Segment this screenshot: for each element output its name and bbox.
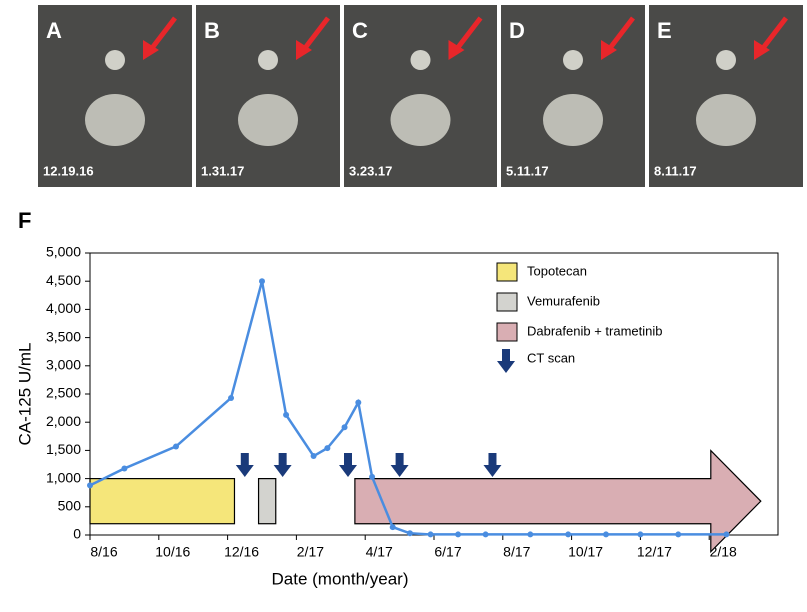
ct-scan-arrow [273, 453, 292, 477]
x-tick-label: 8/17 [503, 544, 530, 560]
data-point [369, 473, 376, 480]
ct-scan-arrow [235, 453, 254, 477]
data-point [389, 524, 396, 531]
panel-date: 1.31.17 [201, 163, 244, 178]
data-point [565, 531, 572, 538]
ct-scan-arrow [339, 453, 357, 477]
panel-letter: B [204, 18, 220, 43]
legend-label: CT scan [527, 350, 575, 365]
data-point [259, 278, 265, 285]
red-arrow [605, 16, 635, 54]
ct-vertebra [696, 94, 756, 146]
y-axis-label: CA-125 U/mL [15, 343, 34, 446]
data-point [527, 531, 534, 538]
panel-letter: C [352, 18, 368, 43]
x-tick-label: 4/17 [366, 544, 393, 560]
y-tick-label: 3,500 [46, 328, 81, 344]
data-point [675, 531, 682, 538]
red-arrow-head [143, 40, 159, 60]
panel-label: F [18, 208, 31, 233]
treatment-bar [89, 478, 236, 525]
red-arrow [147, 16, 177, 54]
ct-vertebra [390, 94, 451, 146]
legend-label: Topotecan [527, 263, 587, 278]
red-arrow [300, 16, 330, 54]
y-tick-label: 500 [58, 498, 82, 514]
ct-vertebra [238, 94, 298, 146]
panel-letter: E [657, 18, 672, 43]
x-tick-label: 10/17 [568, 544, 603, 560]
panel-date: 12.19.16 [43, 163, 94, 178]
ct-vessel [410, 50, 431, 70]
ct-vessel [258, 50, 278, 70]
red-arrow-head [754, 40, 770, 60]
red-arrow [758, 16, 788, 54]
data-point [355, 399, 362, 406]
data-point [603, 531, 609, 538]
y-tick-label: 4,000 [46, 300, 81, 316]
panel-date: 3.23.17 [349, 163, 392, 178]
data-point [427, 531, 434, 538]
data-point [406, 530, 413, 537]
data-point [228, 394, 235, 401]
legend-swatch [496, 322, 518, 342]
x-tick-label: 12/16 [224, 544, 259, 560]
red-arrow-head [601, 40, 617, 60]
y-tick-label: 4,500 [46, 272, 81, 288]
legend-ct-arrow [497, 349, 515, 373]
data-point [482, 531, 489, 538]
panel-date: 5.11.17 [506, 163, 549, 178]
x-tick-label: 8/16 [90, 544, 117, 560]
data-point [283, 411, 290, 418]
y-tick-label: 3,000 [46, 357, 81, 373]
ct-vertebra [543, 94, 603, 146]
y-tick-label: 2,000 [46, 413, 81, 429]
red-arrow [452, 16, 483, 54]
ct-scan-arrow [390, 453, 409, 477]
data-point [173, 443, 179, 450]
ct-vessel [716, 50, 736, 70]
data-point [723, 531, 730, 538]
x-tick-label: 12/17 [637, 544, 672, 560]
x-tick-label: 10/16 [155, 544, 190, 560]
data-line [89, 280, 727, 536]
ct-scan-arrow [483, 453, 502, 477]
legend-swatch [496, 262, 518, 282]
panel-letter: D [509, 18, 525, 43]
x-tick-label: 2/18 [710, 544, 737, 560]
data-point [121, 465, 128, 472]
data-point [87, 482, 93, 489]
ct-vessel [105, 50, 125, 70]
legend-swatch [496, 292, 518, 312]
panel-letter: A [46, 18, 62, 43]
data-point [341, 424, 348, 431]
x-tick-label: 2/17 [297, 544, 324, 560]
ct-vertebra [85, 94, 145, 146]
red-arrow-head [296, 40, 312, 60]
y-tick-label: 0 [73, 526, 81, 542]
treatment-arrow [354, 449, 762, 554]
y-tick-label: 1,500 [46, 441, 81, 457]
data-point [310, 453, 317, 460]
y-tick-label: 5,000 [46, 244, 81, 260]
legend-label: Vemurafenib [527, 293, 600, 308]
data-point [324, 445, 331, 452]
panel-date: 8.11.17 [654, 163, 697, 178]
data-point [637, 531, 644, 538]
treatment-bar [257, 478, 277, 525]
x-tick-label: 6/17 [434, 544, 461, 560]
y-tick-label: 1,000 [46, 469, 81, 485]
red-arrow-head [448, 40, 465, 60]
x-axis-label: Date (month/year) [272, 569, 409, 588]
ct-vessel [563, 50, 583, 70]
legend-label: Dabrafenib + trametinib [527, 323, 663, 338]
data-point [455, 531, 462, 538]
y-tick-label: 2,500 [46, 385, 81, 401]
